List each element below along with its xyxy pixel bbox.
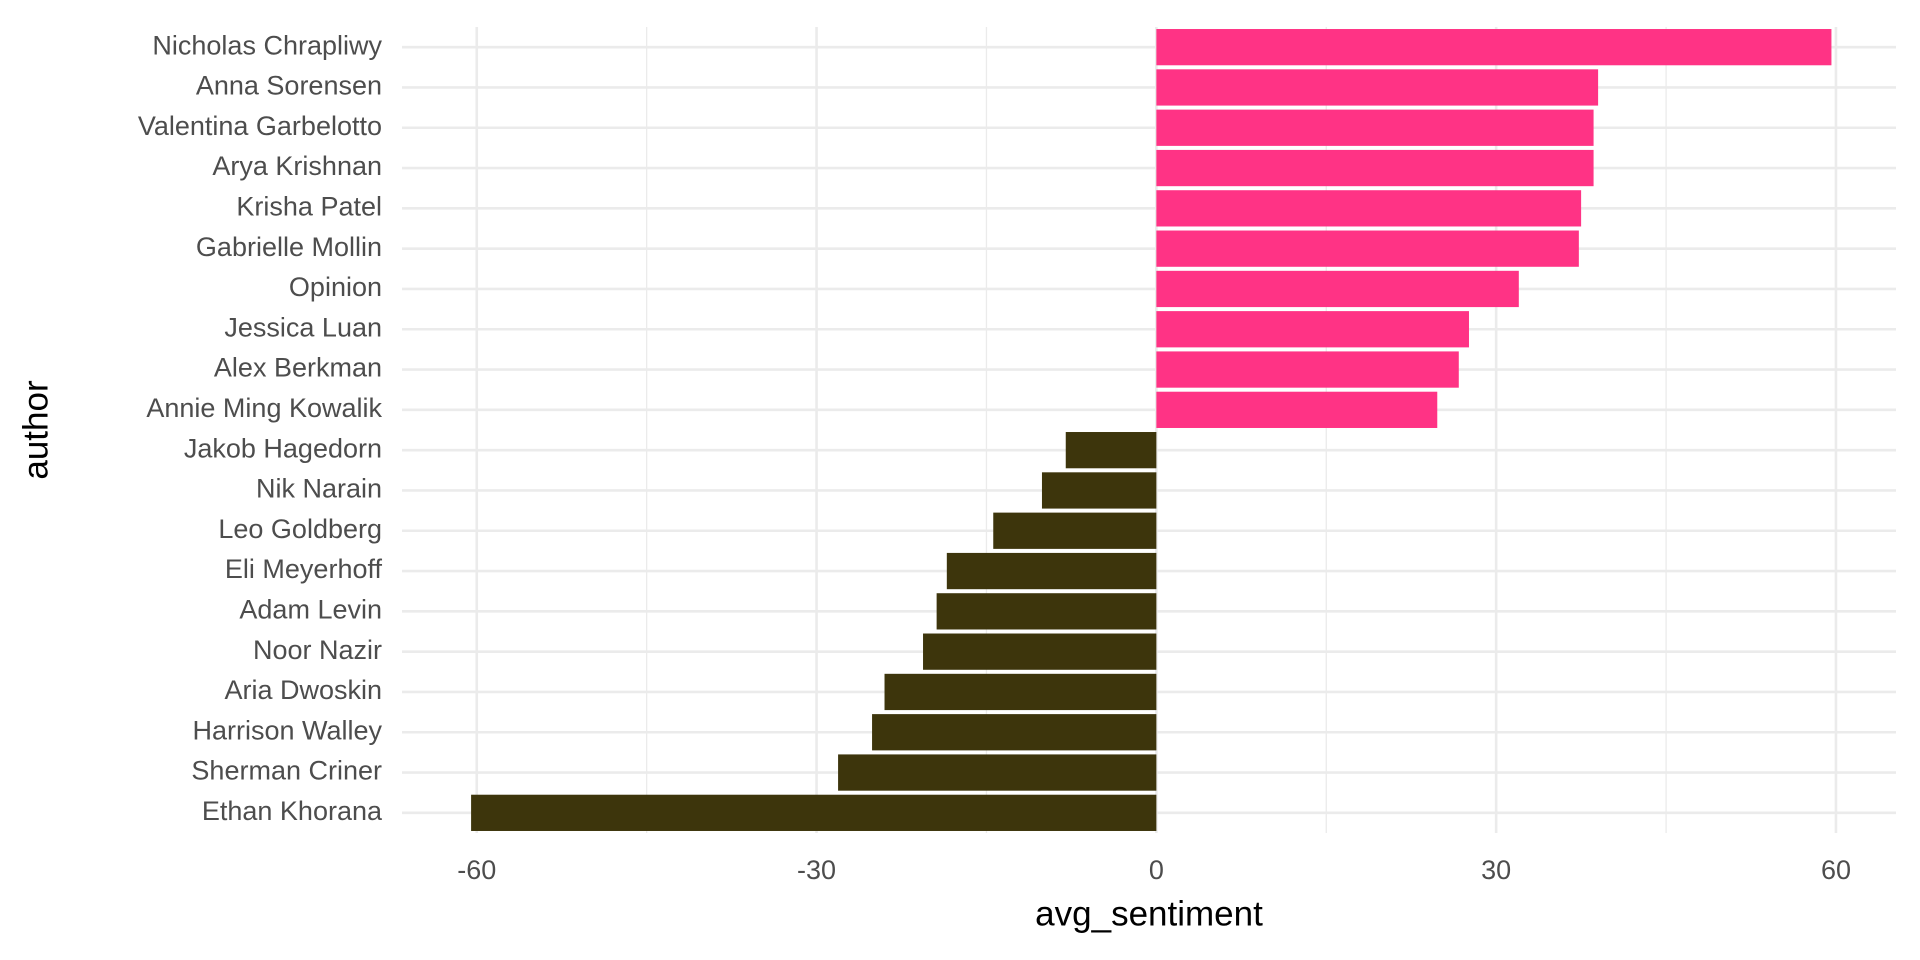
bar	[1156, 190, 1582, 227]
bar	[946, 552, 1157, 590]
x-tick-label: -30	[797, 855, 836, 885]
y-tick-label: Adam Levin	[239, 594, 382, 624]
bar	[936, 593, 1157, 630]
x-tick-label: -60	[457, 855, 496, 885]
bar	[1156, 109, 1594, 146]
x-tick-label: 30	[1481, 855, 1511, 885]
bar	[1156, 230, 1579, 267]
bar	[1156, 69, 1599, 106]
y-tick-label: Opinion	[289, 272, 382, 302]
y-tick-label: Ethan Khorana	[202, 796, 383, 826]
bar	[1065, 432, 1157, 469]
bar	[1156, 351, 1459, 388]
bar	[1156, 391, 1438, 428]
bar	[838, 754, 1157, 791]
y-tick-label: Alex Berkman	[214, 353, 382, 383]
x-axis-title: avg_sentiment	[1035, 894, 1263, 933]
y-tick-label: Krisha Patel	[236, 191, 382, 221]
y-tick-label: Arya Krishnan	[212, 151, 382, 181]
bar	[1156, 149, 1594, 187]
y-tick-label: Sherman Criner	[191, 756, 382, 786]
y-tick-label: Harrison Walley	[192, 715, 382, 745]
y-tick-label: Anna Sorensen	[196, 71, 382, 101]
y-tick-label: Annie Ming Kowalik	[146, 393, 382, 423]
bar	[1156, 29, 1832, 66]
y-tick-label: Aria Dwoskin	[224, 675, 382, 705]
bar	[993, 512, 1157, 549]
y-tick-label: Nicholas Chrapliwy	[152, 30, 382, 60]
y-tick-label: Nik Narain	[256, 474, 382, 504]
bar	[1041, 472, 1157, 509]
y-tick-label: Valentina Garbelotto	[138, 111, 382, 141]
bar	[471, 794, 1157, 831]
y-tick-label: Noor Nazir	[253, 635, 382, 665]
y-axis-title: author	[16, 380, 55, 480]
x-tick-label: 0	[1149, 855, 1164, 885]
y-tick-label: Leo Goldberg	[218, 514, 382, 544]
bar	[1156, 311, 1469, 348]
y-tick-label: Eli Meyerhoff	[225, 554, 383, 584]
bar	[1156, 270, 1519, 308]
y-tick-label: Jakob Hagedorn	[184, 433, 382, 463]
bar	[872, 714, 1157, 751]
y-tick-label: Gabrielle Mollin	[196, 232, 382, 262]
y-tick-label: Jessica Luan	[224, 312, 382, 342]
bar	[923, 633, 1157, 670]
x-tick-label: 60	[1821, 855, 1851, 885]
bar	[884, 673, 1157, 711]
